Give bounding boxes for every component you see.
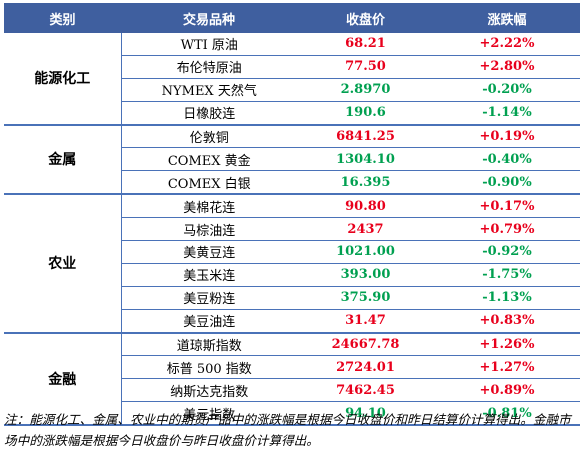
table-row: NYMEX 天然气 2.8970 -0.20% xyxy=(4,78,580,102)
close-price-cell: 7462.45 xyxy=(297,378,434,403)
category-cell: 农业 xyxy=(4,194,122,334)
product-name-cell: WTI 原油 xyxy=(121,33,297,56)
change-pct-cell: +2.80% xyxy=(434,55,580,79)
product-name-cell: 道琼斯指数 xyxy=(121,332,297,357)
close-price-cell: 94.10 xyxy=(297,401,434,427)
footnote: 注：能源化工、金属、农业中的期货产品中的涨跌幅是根据今日收盘价和昨日结算价计算得… xyxy=(4,412,571,448)
change-pct-cell: -0.20% xyxy=(434,78,580,102)
table-row: 美玉米连 393.00 -1.75% xyxy=(4,263,580,287)
change-pct-cell: +2.22% xyxy=(434,33,580,56)
close-price-cell: 77.50 xyxy=(297,55,434,79)
market-table: 类别 交易品种 收盘价 涨跌幅 能源化工 WTI 原油 68.21 +2.22% 布伦特… xyxy=(4,3,580,427)
change-pct-cell: +1.27% xyxy=(434,355,580,380)
product-name-cell: 布伦特原油 xyxy=(121,55,297,79)
close-price-cell: 1021.00 xyxy=(297,240,434,264)
product-name-cell: 美豆粉连 xyxy=(121,286,297,310)
change-pct-cell: +0.17% xyxy=(434,194,580,219)
table-row: 布伦特原油 77.50 +2.80% xyxy=(4,55,580,79)
table-row: 日橡胶连 190.6 -1.14% xyxy=(4,101,580,126)
close-price-cell: 16.395 xyxy=(297,170,434,196)
table-row: 金属 伦敦铜 6841.25 +0.19% xyxy=(4,124,580,196)
table-row: 农业 美棉花连 90.80 +0.17% xyxy=(4,194,580,334)
product-name-cell: 美豆油连 xyxy=(121,309,297,334)
product-name-cell: COMEX 黄金 xyxy=(121,147,297,172)
category-cell: 金融 xyxy=(4,332,122,427)
close-price-cell: 2437 xyxy=(297,217,434,242)
table-row: 纳斯达克指数 7462.45 +0.89% xyxy=(4,378,580,403)
change-pct-cell: -0.40% xyxy=(434,147,580,172)
table-row: 金融 道琼斯指数 24667.78 +1.26% xyxy=(4,332,580,427)
close-price-cell: 90.80 xyxy=(297,194,434,219)
close-price-cell: 68.21 xyxy=(297,33,434,56)
product-name-cell: NYMEX 天然气 xyxy=(121,78,297,102)
close-price-cell: 393.00 xyxy=(297,263,434,287)
change-pct-cell: +0.19% xyxy=(434,124,580,149)
table-row: 美豆油连 31.47 +0.83% xyxy=(4,309,580,334)
table-row: 美元指数 94.10 -0.81% xyxy=(4,401,580,427)
product-name-cell: 美黄豆连 xyxy=(121,240,297,264)
table-row: 能源化工 WTI 原油 68.21 +2.22% xyxy=(4,33,580,126)
change-pct-cell: +1.26% xyxy=(434,332,580,357)
close-price-cell: 2724.01 xyxy=(297,355,434,380)
product-name-cell: 美棉花连 xyxy=(121,194,297,219)
product-name-cell: 伦敦铜 xyxy=(121,124,297,149)
header-category: 类别 xyxy=(4,3,121,33)
change-pct-cell: +0.89% xyxy=(434,378,580,403)
close-price-cell: 190.6 xyxy=(297,101,434,126)
close-price-cell: 31.47 xyxy=(297,309,434,334)
product-name-cell: 纳斯达克指数 xyxy=(121,378,297,403)
change-pct-cell: -1.14% xyxy=(434,101,580,126)
change-pct-cell: -0.81% xyxy=(434,401,580,427)
header-change-pct: 涨跌幅 xyxy=(434,3,580,33)
header-product: 交易品种 xyxy=(121,3,297,33)
market-table-container: 类别 交易品种 收盘价 涨跌幅 能源化工 WTI 原油 68.21 +2.22% 布伦特… xyxy=(4,3,580,427)
table-row: 美豆粉连 375.90 -1.13% xyxy=(4,286,580,310)
product-name-cell: 日橡胶连 xyxy=(121,101,297,126)
table-row: COMEX 白银 16.395 -0.90% xyxy=(4,170,580,196)
change-pct-cell: +0.83% xyxy=(434,309,580,334)
table-body: 能源化工 WTI 原油 68.21 +2.22% 布伦特原油 77.50 +2.80% NYM… xyxy=(4,33,580,427)
table-row: COMEX 黄金 1304.10 -0.40% xyxy=(4,147,580,172)
product-name-cell: COMEX 白银 xyxy=(121,170,297,196)
change-pct-cell: -0.92% xyxy=(434,240,580,264)
table-header: 类别 交易品种 收盘价 涨跌幅 xyxy=(4,3,580,33)
table-row: 标普 500 指数 2724.01 +1.27% xyxy=(4,355,580,380)
category-cell: 金属 xyxy=(4,124,122,196)
change-pct-cell: -1.13% xyxy=(434,286,580,310)
close-price-cell: 24667.78 xyxy=(297,332,434,357)
header-row: 类别 交易品种 收盘价 涨跌幅 xyxy=(4,3,580,33)
product-name-cell: 标普 500 指数 xyxy=(121,355,297,380)
change-pct-cell: -0.90% xyxy=(434,170,580,196)
table-row: 马棕油连 2437 +0.79% xyxy=(4,217,580,242)
product-name-cell: 马棕油连 xyxy=(121,217,297,242)
category-cell: 能源化工 xyxy=(4,33,122,126)
change-pct-cell: -1.75% xyxy=(434,263,580,287)
header-close-price: 收盘价 xyxy=(297,3,434,33)
product-name-cell: 美元指数 xyxy=(121,401,297,427)
change-pct-cell: +0.79% xyxy=(434,217,580,242)
close-price-cell: 2.8970 xyxy=(297,78,434,102)
product-name-cell: 美玉米连 xyxy=(121,263,297,287)
close-price-cell: 1304.10 xyxy=(297,147,434,172)
close-price-cell: 6841.25 xyxy=(297,124,434,149)
close-price-cell: 375.90 xyxy=(297,286,434,310)
table-row: 美黄豆连 1021.00 -0.92% xyxy=(4,240,580,264)
